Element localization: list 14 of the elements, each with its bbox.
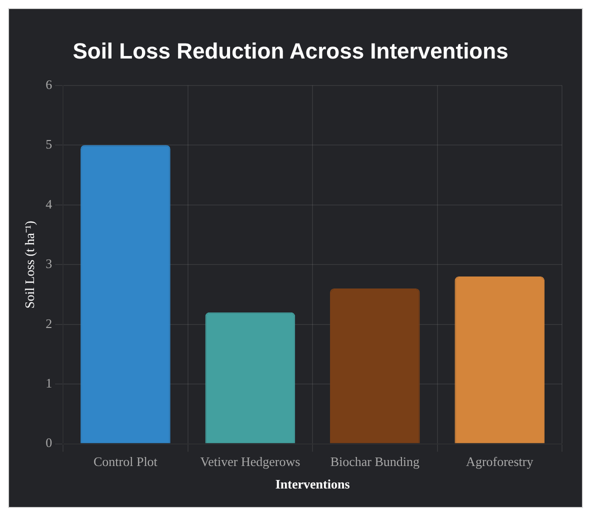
- y-tick-label: 3: [46, 256, 52, 272]
- y-tick-label: 1: [46, 375, 52, 390]
- y-tick-label: 6: [46, 76, 53, 92]
- y-tick-label: 5: [46, 136, 52, 152]
- x-axis-title: Interventions: [275, 476, 350, 492]
- y-tick-label: 2: [46, 316, 52, 331]
- chart-title: Soil Loss Reduction Across Interventions: [72, 38, 508, 64]
- y-tick-label: 4: [46, 196, 53, 212]
- x-tick-label: Control Plot: [93, 454, 158, 470]
- y-axis-title: Soil Loss (t ha⁻¹): [22, 220, 38, 308]
- x-tick-label: Vetiver Hedgerows: [200, 454, 300, 470]
- y-tick-label: 0: [46, 435, 52, 450]
- x-tick-label: Agroforestry: [466, 454, 534, 470]
- x-tick-label: Biochar Bunding: [330, 454, 420, 470]
